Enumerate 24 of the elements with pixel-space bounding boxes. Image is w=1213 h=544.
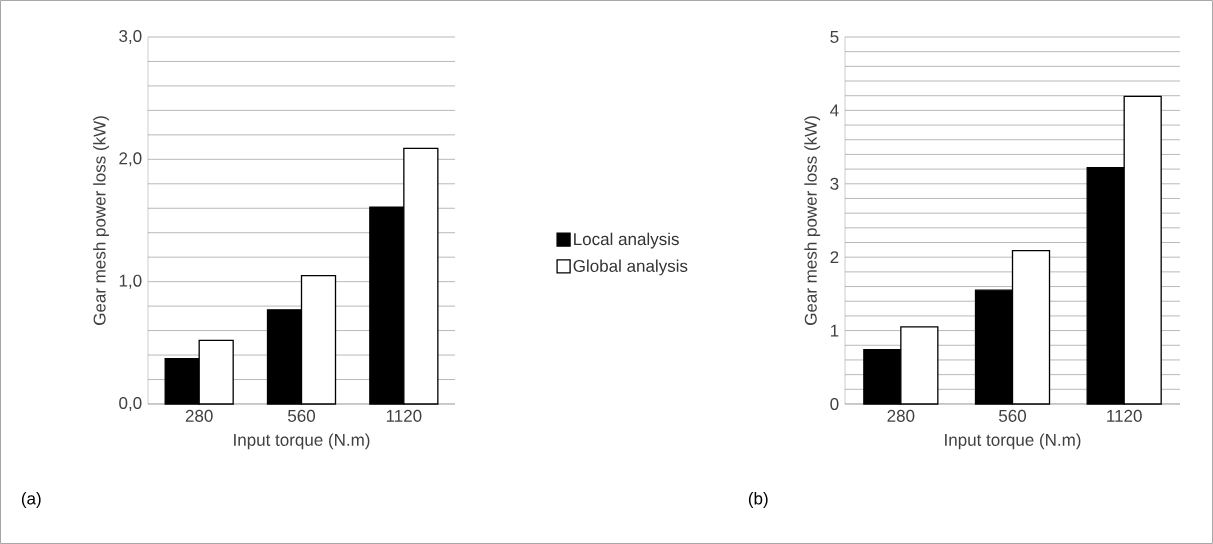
y-tick-label: 3,0 [119, 29, 142, 44]
text: (b) [748, 492, 768, 508]
x-axis-title: Input torque (N.m) [234, 433, 370, 450]
text: (a) [21, 492, 41, 508]
y-tick-label: 0,0 [119, 396, 142, 412]
y-tick-label: 4 [830, 104, 839, 117]
y-tick-label: 3 [830, 177, 839, 190]
legend-label: Global analysis [573, 259, 688, 276]
y-axis-title: Gear mesh power loss (kW) [93, 116, 109, 325]
legend-label: Local analysis [574, 232, 679, 249]
y-tick-label: 5 [830, 31, 839, 43]
x-tick-label: 560 [288, 409, 316, 422]
x-tick-label: 280 [185, 409, 213, 422]
y-tick-label: 1 [830, 324, 839, 337]
x-axis-title: Input torque (N.m) [945, 433, 1081, 450]
y-tick-label: 1,0 [119, 274, 142, 289]
y-tick-label: 2,0 [119, 152, 142, 167]
y-tick-label: 2 [830, 251, 839, 264]
x-tick-label: 280 [887, 409, 915, 422]
x-tick-label: 1120 [1107, 409, 1142, 422]
y-axis-title: Gear mesh power loss (kW) [804, 116, 821, 325]
x-tick-label: 560 [999, 409, 1027, 422]
y-tick-label: 0 [830, 397, 839, 411]
x-tick-label: 1120 [386, 409, 422, 422]
